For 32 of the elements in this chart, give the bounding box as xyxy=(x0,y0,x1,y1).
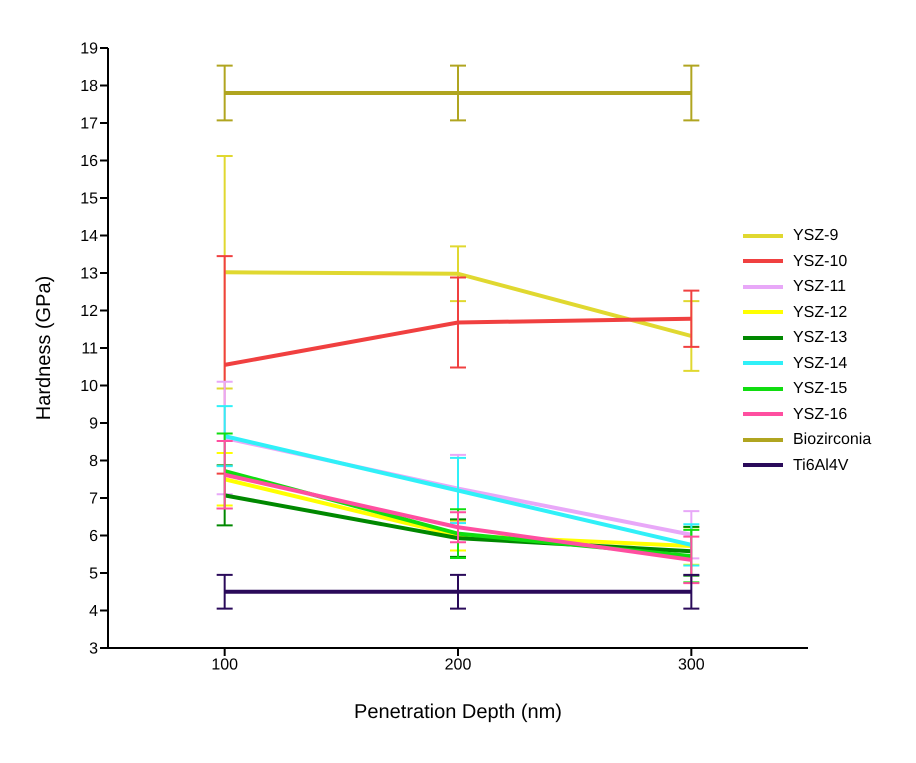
y-tick-label: 18 xyxy=(80,78,98,96)
y-tick-label: 5 xyxy=(89,566,98,583)
legend-label: Biozirconia xyxy=(793,430,872,450)
legend-label: YSZ-16 xyxy=(793,404,848,424)
y-tick-label: 16 xyxy=(80,153,98,170)
y-tick-label: 11 xyxy=(81,340,98,358)
y-tick-label: 12 xyxy=(80,303,98,320)
y-tick-label: 14 xyxy=(80,228,98,246)
y-axis-title: Hardness (GPa) xyxy=(33,276,56,420)
legend-label: YSZ-13 xyxy=(793,328,848,348)
legend-label: YSZ-15 xyxy=(793,379,848,399)
legend-label: YSZ-12 xyxy=(793,302,848,322)
y-tick-label: 4 xyxy=(89,603,98,620)
y-tick-label: 10 xyxy=(80,378,98,396)
x-tick-label: 300 xyxy=(678,656,705,674)
legend-label: Ti6Al4V xyxy=(793,456,848,476)
y-tick-label: 3 xyxy=(89,640,98,658)
y-tick-label: 15 xyxy=(80,190,98,208)
x-axis-title: Penetration Depth (nm) xyxy=(354,701,562,723)
y-tick-label: 7 xyxy=(89,490,98,508)
x-tick-label: 100 xyxy=(211,656,238,674)
legend-label: YSZ-9 xyxy=(793,226,838,246)
legend-label: YSZ-11 xyxy=(793,277,846,297)
y-tick-label: 19 xyxy=(80,40,98,58)
x-tick-label: 200 xyxy=(444,656,472,674)
legend-label: YSZ-14 xyxy=(793,354,848,374)
y-tick-label: 13 xyxy=(80,266,98,283)
y-tick-label: 8 xyxy=(89,453,98,470)
y-tick-label: 17 xyxy=(80,116,98,133)
y-tick-label: 9 xyxy=(89,416,98,433)
y-tick-label: 6 xyxy=(89,528,98,546)
legend-label: YSZ-10 xyxy=(793,252,848,272)
